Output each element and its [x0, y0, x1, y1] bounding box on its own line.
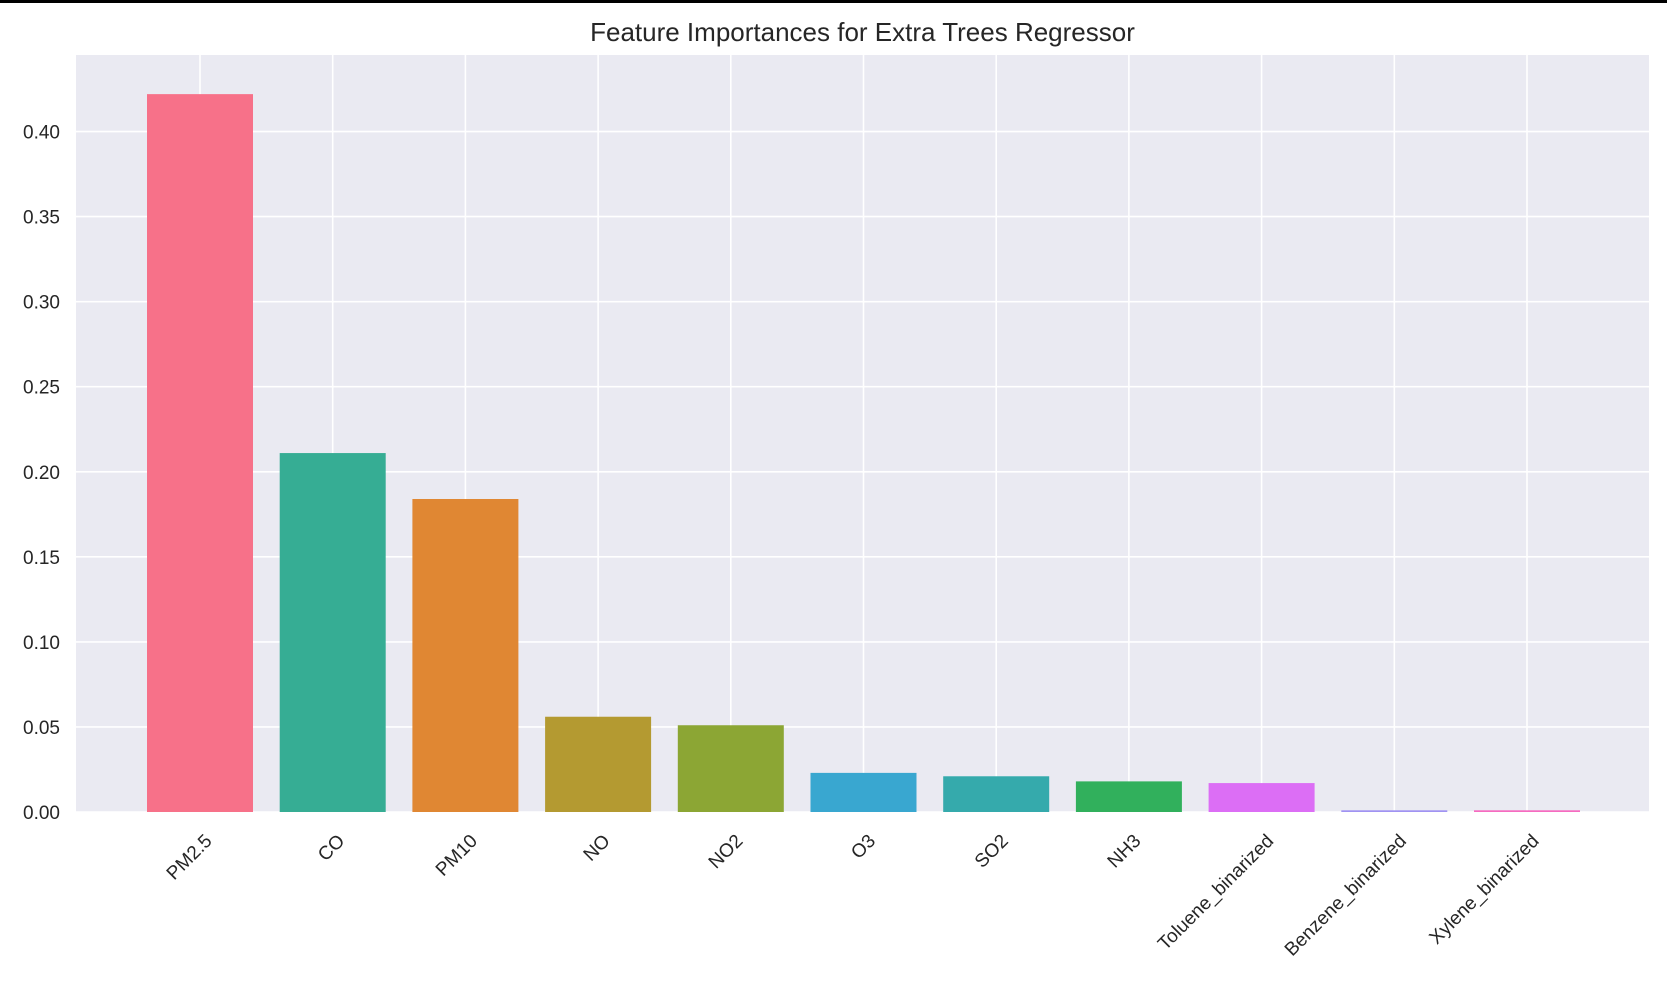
y-tick-label: 0.15 [23, 548, 60, 569]
y-tick-label: 0.10 [23, 633, 60, 654]
bar-so2 [943, 776, 1050, 812]
bar-nh3 [1075, 781, 1182, 812]
y-tick-label: 0.40 [23, 123, 60, 144]
y-tick-label: 0.35 [23, 208, 60, 229]
y-tick-labels: 0.00 0.05 0.10 0.15 0.20 0.25 0.30 0.35 0.40 [23, 123, 60, 824]
x-tick-label: NH3 [1104, 831, 1146, 873]
x-tick-label: PM2.5 [163, 831, 217, 885]
y-tick-label: 0.20 [23, 463, 60, 484]
bar-pm10 [412, 498, 519, 812]
bar-pm2-5 [147, 94, 253, 812]
y-tick-label: 0.00 [23, 803, 60, 824]
x-tick-label: NO [580, 831, 615, 866]
bar-xylene-binarized [1474, 810, 1580, 812]
bar-toluene-binarized [1208, 783, 1315, 812]
bar-no2 [677, 725, 784, 812]
y-tick-label: 0.30 [23, 293, 60, 314]
bar-o3 [810, 772, 917, 812]
bar-co [279, 453, 386, 812]
x-tick-label: Toluene_binarized [1154, 831, 1278, 955]
bar-no [545, 716, 652, 812]
x-tick-labels: PM2.5 CO PM10 NO NO2 O3 SO2 NH3 Toluene_binarize… [163, 831, 1544, 961]
x-tick-label: Benzene_binarized [1281, 831, 1411, 961]
x-tick-label: O3 [847, 831, 880, 864]
x-tick-label: CO [314, 831, 349, 866]
x-tick-label: NO2 [705, 831, 747, 873]
bars [147, 94, 1580, 812]
chart-title: Feature Importances for Extra Trees Regr… [590, 17, 1135, 47]
x-tick-label: SO2 [971, 831, 1013, 873]
x-tick-label: PM10 [432, 831, 482, 881]
y-tick-label: 0.05 [23, 718, 60, 739]
y-tick-label: 0.25 [23, 378, 60, 399]
bar-benzene-binarized [1341, 810, 1448, 812]
x-tick-label: Xylene_binarized [1426, 831, 1544, 949]
bar-chart: 0.00 0.05 0.10 0.15 0.20 0.25 0.30 0.35 0.40 PM2… [23, 17, 1649, 961]
